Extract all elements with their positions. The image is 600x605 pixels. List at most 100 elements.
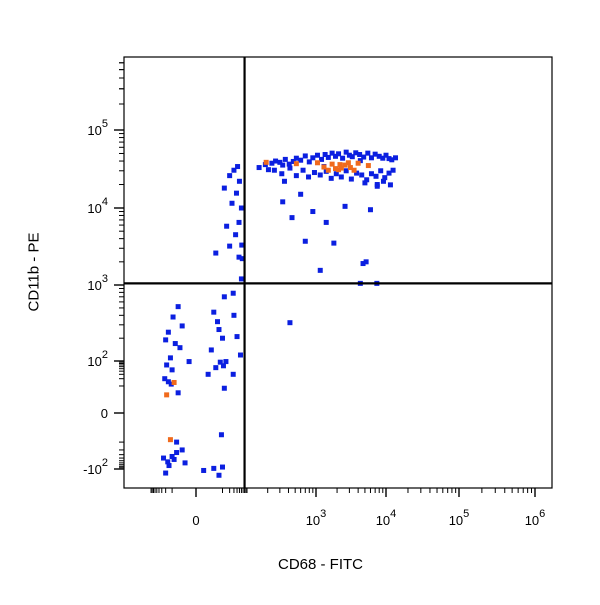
major-ticks: [114, 129, 536, 497]
x-tick-label: 0: [192, 513, 199, 528]
data-point: [169, 453, 175, 459]
data-point: [280, 199, 286, 205]
data-point: [310, 209, 316, 215]
data-point: [357, 158, 363, 164]
data-point: [239, 242, 245, 248]
data-point: [165, 329, 171, 335]
data-point: [167, 355, 173, 361]
data-point: [175, 390, 181, 396]
data-point: [342, 203, 348, 209]
data-point: [221, 294, 227, 300]
data-point: [161, 455, 167, 461]
data-point: [174, 439, 180, 445]
data-point: [281, 178, 287, 184]
data-point: [372, 151, 378, 157]
data-point-highlight: [321, 164, 327, 170]
data-point: [282, 156, 288, 162]
data-point-highlight: [263, 159, 269, 165]
data-point: [346, 152, 352, 158]
data-point: [353, 150, 359, 156]
data-point: [314, 152, 320, 158]
y-tick-label: 103: [87, 273, 108, 293]
data-point: [182, 460, 188, 466]
data-point: [289, 215, 295, 221]
data-point: [361, 154, 367, 160]
data-point-highlight: [314, 160, 320, 166]
data-point-highlight: [329, 161, 335, 167]
data-point: [357, 152, 363, 158]
data-point: [310, 155, 316, 161]
data-point: [179, 447, 185, 453]
data-point: [231, 312, 237, 318]
data-point: [231, 167, 237, 173]
x-tick-label: 105: [449, 508, 470, 528]
y-tick-label: 104: [87, 196, 108, 216]
data-point: [280, 162, 286, 168]
data-point: [233, 190, 239, 196]
data-point: [164, 362, 170, 368]
data-point: [336, 151, 342, 157]
data-point: [367, 207, 373, 213]
data-point: [239, 256, 245, 262]
data-point: [227, 243, 233, 249]
data-point: [162, 376, 168, 382]
data-point: [213, 365, 219, 371]
data-point: [166, 463, 172, 469]
data-point: [217, 359, 223, 365]
data-point: [293, 173, 299, 179]
data-point: [175, 304, 181, 310]
data-point: [317, 267, 323, 273]
data-point: [300, 167, 306, 173]
x-axis-title: CD68 - FITC: [278, 556, 364, 573]
data-point-highlight: [345, 160, 351, 166]
data-point: [256, 165, 262, 171]
data-point: [230, 371, 236, 377]
data-point: [269, 160, 275, 166]
data-point: [165, 379, 171, 385]
data-point: [322, 152, 328, 158]
data-point: [208, 347, 214, 353]
data-point: [343, 168, 349, 174]
data-point: [343, 149, 349, 155]
data-point: [354, 170, 360, 176]
data-point-highlight: [336, 167, 342, 173]
data-point-highlight: [333, 166, 339, 172]
data-point: [340, 155, 346, 161]
data-point: [329, 150, 335, 156]
data-point: [293, 155, 299, 161]
data-point: [323, 219, 329, 225]
x-tick-label: 104: [376, 508, 397, 528]
data-point: [220, 363, 226, 369]
data-point: [386, 170, 392, 176]
data-point-highlight: [351, 167, 357, 173]
data-point: [238, 205, 244, 211]
data-point: [277, 159, 283, 165]
data-point: [224, 223, 230, 229]
data-point: [218, 432, 224, 438]
data-point: [383, 152, 389, 158]
data-point: [165, 459, 171, 465]
data-point: [387, 182, 393, 188]
data-point: [348, 176, 354, 182]
data-point: [390, 167, 396, 173]
data-point: [368, 171, 374, 177]
x-tick-label: 103: [306, 508, 327, 528]
data-point: [233, 232, 239, 238]
data-point: [286, 161, 292, 167]
data-point: [235, 164, 241, 170]
data-point: [311, 170, 317, 176]
data-point: [227, 173, 233, 179]
data-point: [171, 456, 177, 462]
x-tick-label: 106: [525, 508, 546, 528]
data-point: [333, 153, 339, 159]
data-point: [279, 171, 285, 177]
data-point: [328, 175, 334, 181]
data-point: [363, 259, 369, 265]
data-point: [221, 185, 227, 191]
data-point-highlight: [167, 437, 173, 443]
data-point-highlight: [293, 161, 299, 167]
data-point: [386, 156, 392, 162]
data-point: [223, 359, 229, 365]
plot-frame: [123, 56, 553, 489]
